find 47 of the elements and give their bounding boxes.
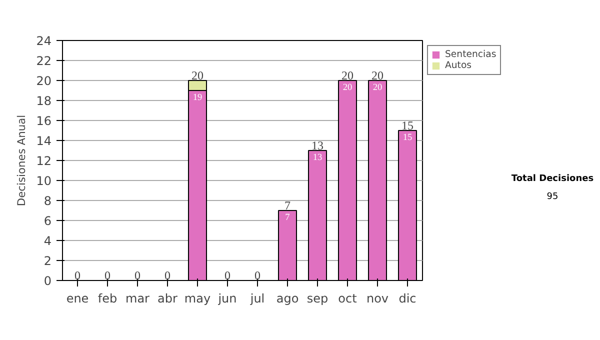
total-label: 0 (104, 268, 110, 282)
y-tick-label: 0 (44, 274, 52, 288)
total-label: 0 (164, 268, 170, 282)
y-tick-label: 4 (44, 234, 52, 248)
total-label: 0 (74, 268, 80, 282)
x-tick-label: jul (249, 292, 265, 306)
total-label: 0 (134, 268, 140, 282)
x-tick-label: nov (366, 292, 389, 306)
x-tick-label: may (184, 292, 211, 306)
total-label: 0 (224, 268, 230, 282)
total-label: 20 (342, 68, 354, 82)
y-tick-label: 12 (36, 154, 52, 168)
y-tick-label: 2 (44, 254, 52, 268)
x-tick-label: abr (158, 292, 178, 306)
x-tick-label: oct (338, 292, 358, 306)
x-tick-label: mar (126, 292, 150, 306)
y-tick-label: 14 (36, 134, 52, 148)
data-label: 20 (342, 83, 352, 93)
data-label: 13 (312, 153, 322, 163)
y-tick-label: 10 (36, 174, 52, 188)
x-tick-label: jun (217, 292, 237, 306)
y-tick-label: 24 (36, 34, 52, 48)
x-tick-label: ene (66, 292, 89, 306)
total-label: 20 (192, 68, 204, 82)
x-tick-label: dic (398, 292, 416, 306)
y-axis-title: Decisiones Anual (15, 114, 28, 206)
legend-label: Autos (445, 60, 473, 71)
x-tick-label: ago (276, 292, 299, 306)
y-tick-label: 8 (44, 194, 52, 208)
annotations: Total Decisiones 95 (510, 173, 595, 204)
data-label: 19 (192, 93, 202, 103)
total-label: 13 (312, 138, 324, 152)
y-tick-label: 20 (36, 74, 52, 88)
total-label: 7 (284, 198, 290, 212)
y-tick-label: 22 (36, 54, 52, 68)
data-label: 7 (285, 213, 290, 223)
total-label: 15 (402, 118, 414, 132)
y-tick-label: 16 (36, 114, 52, 128)
y-tick-label: 6 (44, 214, 52, 228)
total-label: 20 (372, 68, 384, 82)
legend-label: Sentencias (445, 49, 497, 60)
data-label: 15 (402, 133, 412, 143)
total-label: 0 (254, 268, 260, 282)
x-tick-label: sep (306, 292, 328, 306)
data-label: 20 (372, 83, 382, 93)
y-tick-label: 18 (36, 94, 52, 108)
x-tick-label: feb (98, 292, 118, 306)
